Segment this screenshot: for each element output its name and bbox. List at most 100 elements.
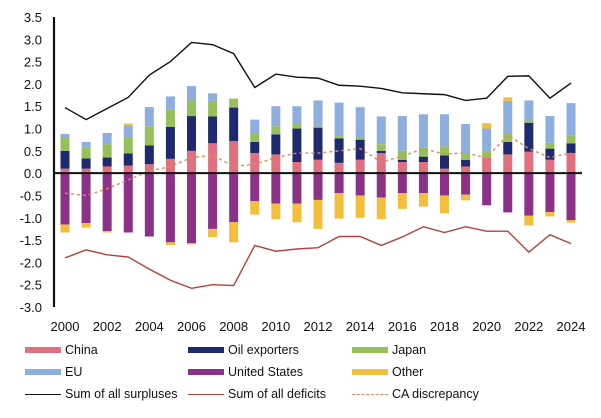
y-tick-labels: 3.5 3.0 2.5 2.0 1.5 1.0 0.5 0.0 -0.5 -1.0 -1.5 -2.0… [20,10,42,315]
bar-united-states-2003 [123,173,133,233]
x-tick-label: 2024 [557,319,586,334]
bar-eu-2012 [313,100,323,127]
bar-china-2003 [123,165,133,174]
bar-other-2002 [102,231,112,233]
x-tick-label: 2000 [51,319,80,334]
bar-other-2017 [418,193,428,207]
bar-oil-exporters-2005 [165,126,175,159]
bar-eu-2013 [334,102,344,137]
x-tick-label: 2018 [430,319,459,334]
bar-china-2018 [440,168,449,174]
bar-china-2001 [81,168,91,174]
bar-oil-exporters-2009 [250,141,260,154]
y-tick-label: -1.0 [20,211,42,226]
bar-united-states-2016 [397,173,407,194]
bar-eu-2016 [397,116,407,151]
bar-united-states-2001 [81,173,91,224]
bar-china-2004 [144,164,154,174]
legend-swatch [25,347,61,353]
bar-japan-2015 [376,144,386,151]
y-tick-label: 2.0 [24,77,42,92]
bar-united-states-2009 [250,173,260,202]
bar-japan-2011 [292,124,302,129]
bar-china-2012 [313,159,323,174]
bar-oil-exporters-2012 [313,127,323,160]
bar-other-2000 [60,224,70,233]
x-tick-label: 2014 [346,319,375,334]
bar-eu-2014 [355,107,365,138]
x-tick-label: 2016 [388,319,417,334]
legend-item-united-states: United States [188,365,303,379]
y-tick-label: -3.0 [20,300,42,315]
bar-united-states-2012 [313,173,323,200]
legend-label: Other [392,365,424,379]
bar-china-2008 [229,141,239,174]
bar-japan-2009 [250,133,260,142]
bar-oil-exporters-2001 [81,158,91,169]
bar-other-2005 [165,242,175,245]
bar-other-2020 [482,123,492,129]
legend-label: Sum of all surpluses [65,387,178,401]
bar-eu-2010 [271,106,281,127]
legend-swatch [352,369,388,375]
legend-label: Japan [392,343,427,357]
bar-oil-exporters-2017 [418,156,428,162]
x-tick-label: 2010 [261,319,290,334]
x-tick-label: 2022 [514,319,543,334]
bar-japan-2014 [355,137,365,140]
x-tick-label: 2006 [177,319,206,334]
bar-eu-2005 [165,96,175,110]
bar-united-states-2007 [208,173,218,229]
bar-eu-2007 [208,93,218,101]
bar-other-2009 [250,201,260,215]
x-tick-label: 2004 [135,319,164,334]
bar-china-2023 [545,159,555,174]
legend-swatch [188,347,224,353]
bar-japan-2024 [566,135,576,144]
bar-oil-exporters-2000 [60,150,70,169]
bar-japan-2019 [461,153,471,160]
bar-other-2001 [81,223,91,228]
bar-oil-exporters-2023 [545,148,555,160]
bar-china-2009 [250,153,260,174]
legend-label: China [65,343,98,357]
bar-other-2024 [566,220,576,223]
bar-other-2019 [461,194,471,201]
bar-japan-2002 [102,144,112,158]
bar-oil-exporters-2006 [187,116,196,151]
bar-china-2024 [566,153,576,174]
bar-china-2006 [187,150,196,174]
y-tick-label: 0.0 [24,166,42,181]
bar-china-2015 [376,153,386,174]
bar-oil-exporters-2022 [524,122,534,152]
bar-united-states-2019 [461,173,471,195]
bar-china-2017 [418,162,428,174]
bar-china-2011 [292,162,302,174]
bar-china-2022 [524,151,534,174]
bar-eu-2003 [123,125,133,138]
legend-item-japan: Japan [352,343,426,357]
y-tick-label: -1.5 [20,233,42,248]
bar-other-2012 [313,199,323,229]
bar-japan-2007 [208,100,218,117]
legend-swatch [188,393,224,395]
legend-item-eu: EU [25,365,82,379]
bar-japan-2006 [187,100,196,117]
bar-japan-2022 [524,120,534,123]
lines-layer [64,41,572,289]
bar-united-states-2021 [503,173,513,213]
bar-other-2006 [187,243,196,245]
bar-china-2020 [482,157,492,174]
legend-item-sum-of-all-deficits: Sum of all deficits [188,387,326,401]
bar-japan-2016 [397,150,407,160]
bar-united-states-2008 [229,173,239,223]
y-tick-label: 1.0 [24,122,42,137]
legend-label: Sum of all deficits [228,387,326,401]
bar-china-2013 [334,162,344,174]
bar-united-states-2013 [334,173,344,194]
legend-item-oil-exporters: Oil exporters [188,343,299,357]
bar-oil-exporters-2015 [376,150,386,154]
x-tick-labels: 2000 2002 2004 2006 2008 2010 2012 2014 2016 2018… [51,319,586,334]
bar-china-2019 [461,166,471,174]
bar-eu-2019 [461,124,471,154]
